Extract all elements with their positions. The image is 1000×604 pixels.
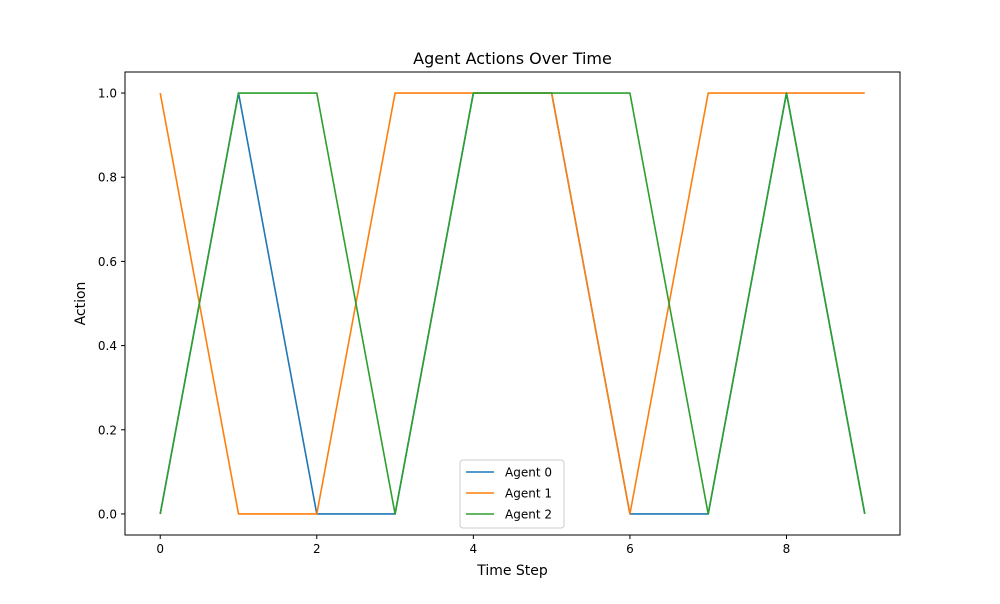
x-axis-ticks: 0 2 4 6 8 xyxy=(156,535,790,556)
y-tick-label: 1.0 xyxy=(98,87,117,101)
plot-area-frame xyxy=(124,71,901,536)
y-tick-label: 0.6 xyxy=(98,255,117,269)
y-axis-ticks: 0.0 0.2 0.4 0.6 0.8 1.0 xyxy=(98,87,125,521)
x-tick-label: 0 xyxy=(156,542,164,556)
legend-box xyxy=(459,459,565,529)
y-axis-label: Action xyxy=(73,282,89,326)
y-tick-label: 0.8 xyxy=(98,171,117,185)
series-layer xyxy=(159,92,866,515)
y-tick-label: 0.0 xyxy=(98,507,117,521)
legend-label-agent-1: Agent 1 xyxy=(505,487,552,501)
x-tick-label: 4 xyxy=(470,542,478,556)
chart-title: Agent Actions Over Time xyxy=(413,49,612,68)
x-tick-label: 6 xyxy=(626,542,634,556)
legend-label-agent-0: Agent 0 xyxy=(505,466,552,480)
x-axis-label: Time Step xyxy=(476,563,548,579)
x-tick-label: 2 xyxy=(313,542,321,556)
series-line-agent-2 xyxy=(159,92,866,515)
legend-items: Agent 0 Agent 1 Agent 2 xyxy=(466,466,552,522)
y-tick-label: 0.4 xyxy=(98,339,117,353)
x-tick-label: 8 xyxy=(783,542,791,556)
legend-label-agent-2: Agent 2 xyxy=(505,508,552,522)
legend: Agent 0 Agent 1 Agent 2 xyxy=(459,459,565,529)
y-tick-label: 0.2 xyxy=(98,423,117,437)
